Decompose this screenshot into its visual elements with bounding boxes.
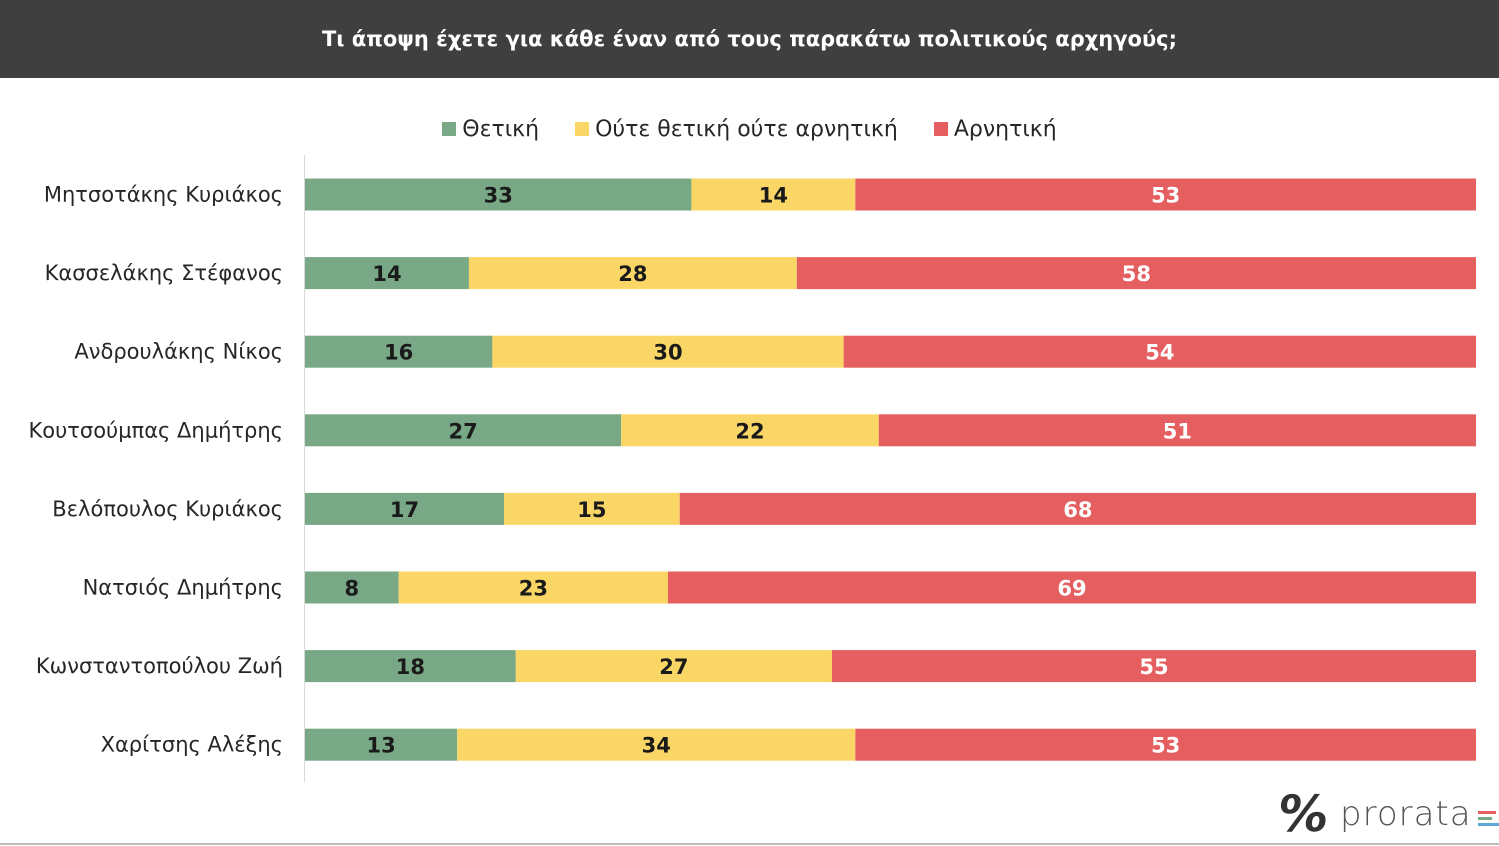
bar-segment-negative	[855, 178, 1476, 211]
data-label: 15	[577, 498, 606, 522]
legend-item-neutral: Ούτε θετική ούτε αρνητική	[575, 117, 898, 142]
bar-segment-negative	[796, 257, 1476, 290]
data-label: 8	[345, 577, 360, 601]
bar-segment-negative	[843, 335, 1476, 368]
data-label: 30	[653, 341, 682, 365]
legend-swatch-neutral	[575, 122, 590, 136]
category-label: Ανδρουλάκης Νίκος	[74, 340, 283, 364]
data-label: 55	[1139, 655, 1168, 679]
bar-segment-negative	[878, 414, 1476, 447]
data-label: 54	[1145, 341, 1174, 365]
legend-label-positive: Θετική	[462, 116, 540, 142]
logo-text: prorata	[1340, 794, 1472, 834]
bar-segment-positive	[305, 728, 458, 761]
category-label: Μητσοτάκης Κυριάκος	[44, 183, 283, 207]
data-label: 27	[659, 655, 688, 679]
data-label: 53	[1151, 184, 1180, 208]
bar-segment-negative	[668, 571, 1476, 604]
bar-segment-positive	[305, 414, 622, 447]
data-label: 22	[735, 419, 764, 443]
bar-segment-negative	[831, 650, 1476, 683]
data-label: 23	[519, 577, 548, 601]
bar-segment-neutral	[468, 257, 797, 290]
data-label: 33	[484, 184, 513, 208]
data-label: 51	[1163, 419, 1192, 443]
data-label: 58	[1122, 262, 1151, 286]
legend-label-neutral: Ούτε θετική ούτε αρνητική	[595, 116, 898, 142]
bar-segment-positive	[305, 492, 505, 525]
data-label: 28	[618, 262, 647, 286]
logo-bars-icon	[1477, 810, 1499, 826]
category-label: Κουτσούμπας Δημήτρης	[28, 418, 283, 442]
bar-segment-positive	[305, 178, 692, 211]
bar-segment-positive	[305, 335, 493, 368]
prorata-logo: % prorata	[1274, 785, 1499, 843]
data-label: 17	[390, 498, 419, 522]
legend-swatch-negative	[933, 122, 948, 136]
category-label: Κωνσταντοπούλου Ζωή	[36, 654, 283, 678]
category-label: Κασσελάκης Στέφανος	[45, 261, 283, 285]
bottom-divider	[0, 843, 1499, 845]
bar-segment-neutral	[492, 335, 844, 368]
legend-swatch-positive	[442, 122, 457, 136]
data-label: 27	[448, 419, 477, 443]
data-label: 14	[372, 262, 401, 286]
legend-item-negative: Αρνητική	[933, 116, 1057, 142]
data-label: 69	[1057, 577, 1086, 601]
data-label: 14	[759, 184, 788, 208]
bar-segment-positive	[305, 257, 469, 290]
category-label: Βελόπουλος Κυριάκος	[52, 497, 283, 521]
category-label: Χαρίτσης Αλέξης	[101, 733, 283, 757]
bar-segment-negative	[679, 492, 1476, 525]
chart-title: Τι άποψη έχετε για κάθε έναν από τους πα…	[0, 0, 1499, 78]
legend-label-negative: Αρνητική	[953, 116, 1057, 142]
bar-segment-positive	[305, 650, 516, 683]
data-label: 13	[366, 734, 395, 758]
bar-segment-neutral	[457, 728, 856, 761]
bar-segment-neutral	[515, 650, 832, 683]
percent-logo-icon: %	[1273, 785, 1333, 843]
bar-segment-negative	[855, 728, 1476, 761]
legend-item-positive: Θετική	[442, 117, 539, 142]
legend: Θετική Ούτε θετική ούτε αρνητική Αρνητικ…	[0, 114, 1499, 144]
data-label: 53	[1151, 734, 1180, 758]
category-label: Νατσιός Δημήτρης	[83, 576, 283, 600]
bar-segment-positive	[305, 571, 399, 604]
data-label: 16	[384, 341, 413, 365]
bar-segment-neutral	[504, 492, 680, 525]
data-label: 18	[396, 655, 425, 679]
data-label: 68	[1063, 498, 1092, 522]
bar-segment-neutral	[691, 178, 856, 211]
bar-segment-neutral	[621, 414, 879, 447]
data-label: 34	[642, 734, 671, 758]
bar-segment-neutral	[398, 571, 669, 604]
